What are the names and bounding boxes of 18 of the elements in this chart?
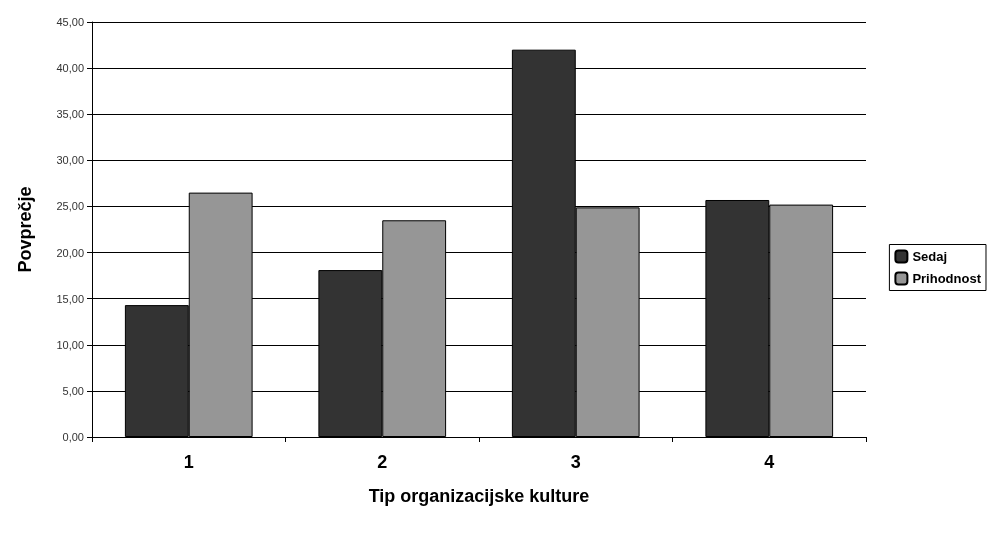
y-tick-label: 15,00 bbox=[56, 292, 84, 305]
y-tick-label: 0,00 bbox=[62, 431, 84, 443]
y-tick-label: 25,00 bbox=[56, 200, 84, 213]
y-tick-label: 5,00 bbox=[62, 384, 84, 397]
x-tick-label: 4 bbox=[764, 452, 775, 472]
y-tick-label: 20,00 bbox=[56, 246, 84, 259]
y-tick-label: 35,00 bbox=[56, 108, 84, 121]
legend-label: Prihodnost bbox=[912, 271, 982, 286]
x-tick-label: 2 bbox=[377, 452, 388, 472]
y-tick-label: 45,00 bbox=[56, 16, 84, 28]
y-tick-label: 10,00 bbox=[56, 338, 84, 351]
y-tick-label: 40,00 bbox=[56, 62, 84, 75]
y-tick-label: 30,00 bbox=[56, 154, 84, 167]
legend-label: Sedaj bbox=[912, 249, 948, 264]
x-axis-title: Tip organizacijske kulture bbox=[368, 486, 590, 506]
x-tick-label: 3 bbox=[570, 452, 581, 472]
y-axis-title: Povprečje bbox=[15, 186, 35, 273]
x-tick-label: 1 bbox=[183, 452, 194, 472]
